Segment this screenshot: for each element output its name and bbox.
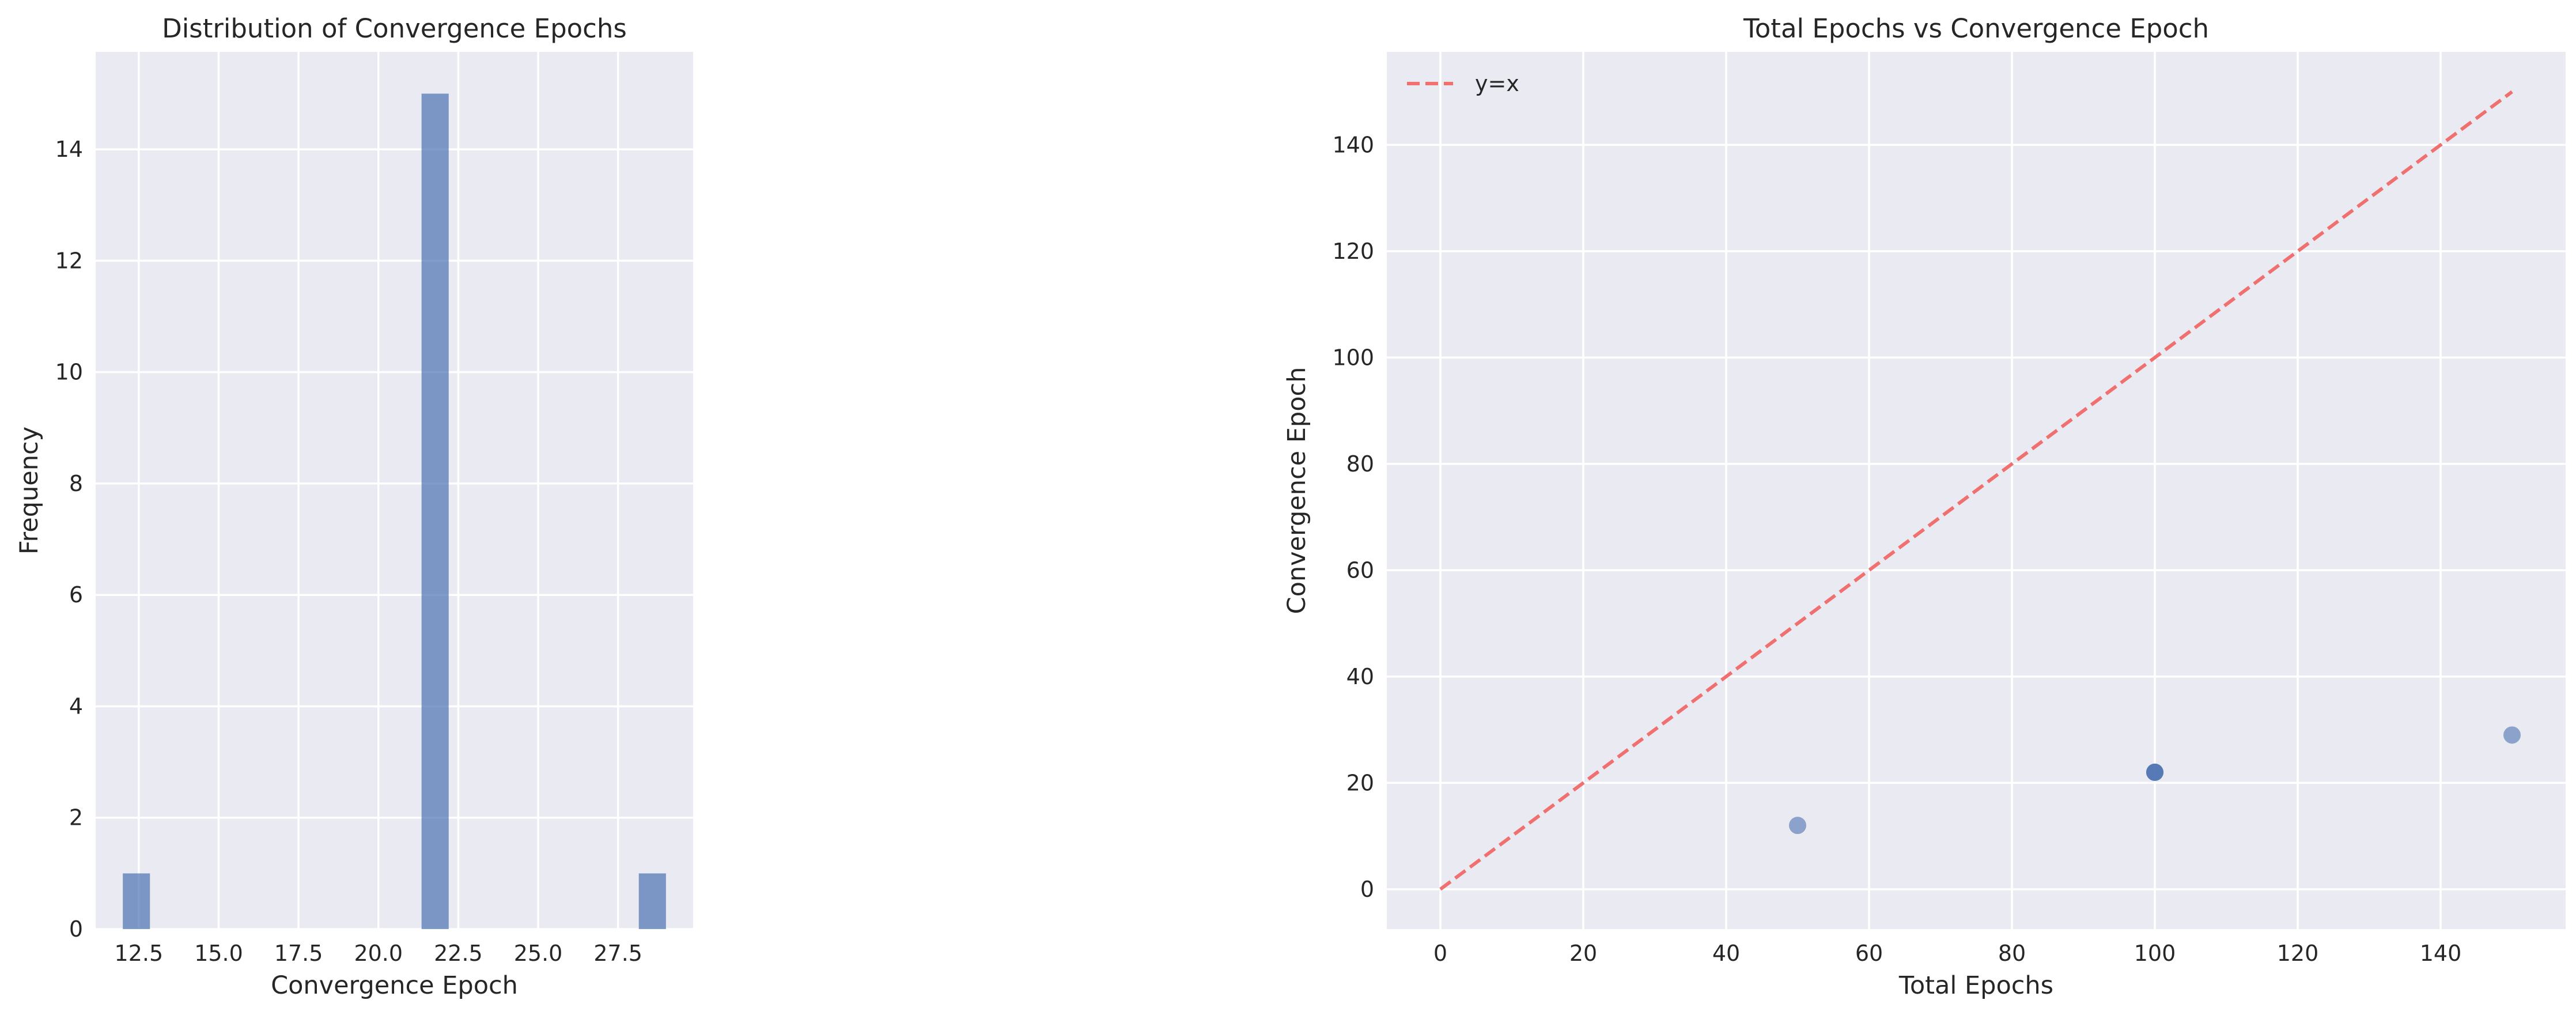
- y-tick-label: 140: [1332, 132, 1374, 157]
- scatter-point: [2146, 763, 2163, 781]
- histogram-plot-area: [96, 52, 693, 929]
- scatter-points: [1789, 726, 2521, 835]
- y-tick-label: 80: [1346, 451, 1374, 477]
- x-tick-label: 20: [1569, 941, 1597, 966]
- y-tick-label: 8: [69, 471, 83, 496]
- x-tick-label: 22.5: [434, 941, 483, 966]
- histogram-bars: [123, 93, 666, 929]
- y-tick-label: 10: [55, 360, 83, 385]
- x-tick-label: 60: [1855, 941, 1883, 966]
- y-tick-label: 6: [69, 582, 83, 607]
- x-tick-label: 15.0: [194, 941, 243, 966]
- histogram-x-tick-labels: 12.5 15.0 17.5 20.0 22.5 25.0 27.5: [115, 941, 642, 966]
- x-tick-label: 80: [1998, 941, 2026, 966]
- x-tick-label: 120: [2277, 941, 2319, 966]
- x-tick-label: 27.5: [593, 941, 642, 966]
- y-tick-label: 14: [55, 137, 83, 162]
- scatter-title: Total Epochs vs Convergence Epoch: [1743, 13, 2209, 44]
- y-tick-label: 100: [1332, 345, 1374, 370]
- scatter-panel: 0 20 40 60 80 100 120 140 0 20 40 60 80 100 120 140 To…: [1283, 13, 2566, 1000]
- scatter-legend: y=x: [1407, 71, 1519, 96]
- histogram-grid: [96, 52, 693, 930]
- scatter-x-tick-labels: 0 20 40 60 80 100 120 140: [1433, 941, 2461, 966]
- scatter-y-axis-label: Convergence Epoch: [1283, 367, 1311, 614]
- x-tick-label: 25.0: [514, 941, 563, 966]
- x-tick-label: 40: [1712, 941, 1740, 966]
- x-tick-label: 17.5: [274, 941, 323, 966]
- y-tick-label: 12: [55, 248, 83, 273]
- scatter-y-tick-labels: 0 20 40 60 80 100 120 140: [1332, 132, 1374, 901]
- histogram-panel: 12.5 15.0 17.5 20.0 22.5 25.0 27.5 0 2 4 6 8 10 12 14…: [15, 13, 693, 1000]
- y-tick-label: 4: [69, 693, 83, 719]
- reference-line-y-equals-x: [1439, 90, 2513, 891]
- histogram-bar: [123, 873, 150, 929]
- y-tick-label: 0: [1360, 877, 1374, 902]
- histogram-bar: [421, 93, 449, 929]
- x-tick-label: 140: [2420, 941, 2462, 966]
- legend-label: y=x: [1475, 71, 1519, 96]
- y-tick-label: 2: [69, 805, 83, 831]
- scatter-point: [2503, 726, 2521, 744]
- histogram-title: Distribution of Convergence Epochs: [162, 13, 627, 44]
- y-tick-label: 60: [1346, 557, 1374, 583]
- histogram-y-tick-labels: 0 2 4 6 8 10 12 14: [55, 137, 83, 942]
- y-tick-label: 120: [1332, 239, 1374, 264]
- scatter-x-axis-label: Total Epochs: [1898, 971, 2053, 1000]
- x-tick-label: 100: [2134, 941, 2176, 966]
- y-tick-label: 20: [1346, 770, 1374, 795]
- x-tick-label: 12.5: [115, 941, 164, 966]
- x-tick-label: 20.0: [354, 941, 403, 966]
- scatter-point: [1789, 817, 1806, 835]
- histogram-y-axis-label: Frequency: [15, 427, 44, 554]
- histogram-x-axis-label: Convergence Epoch: [271, 971, 518, 1000]
- y-tick-label: 40: [1346, 664, 1374, 689]
- histogram-bar: [638, 873, 666, 929]
- x-tick-label: 0: [1433, 941, 1447, 966]
- y-tick-label: 0: [69, 916, 83, 942]
